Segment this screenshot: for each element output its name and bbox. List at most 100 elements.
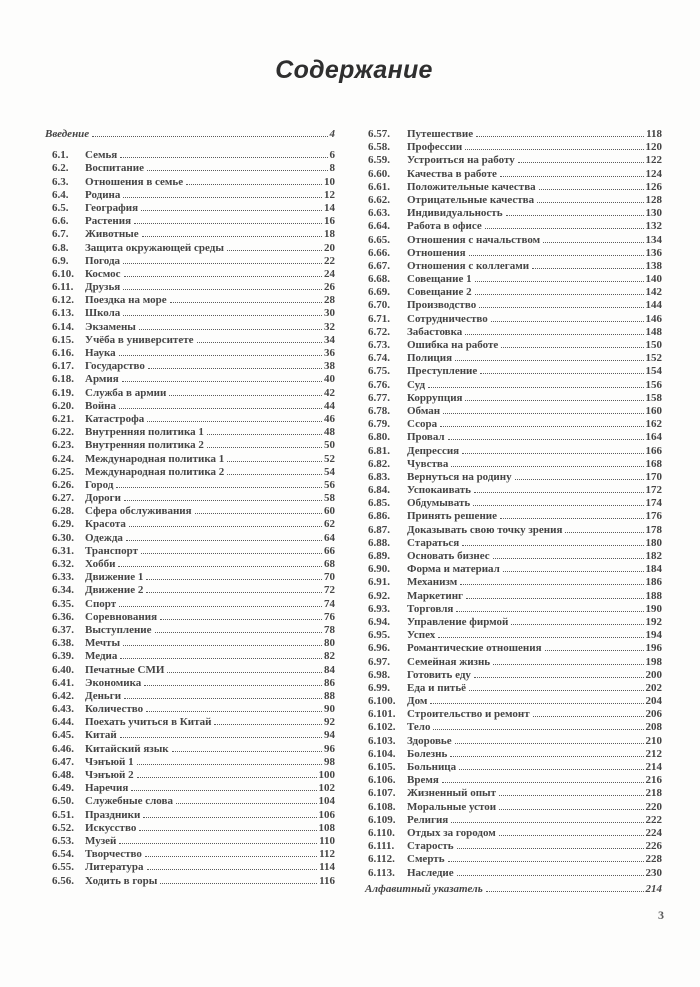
toc-entry-title: Профессии <box>407 141 463 154</box>
toc-entry-page: 190 <box>645 602 663 615</box>
toc-entry-number: 6.35. <box>52 597 74 610</box>
dot-leader <box>146 869 318 871</box>
dot-leader <box>440 426 644 428</box>
toc-entry-page: 168 <box>645 457 663 470</box>
toc-entry-page: 114 <box>319 861 335 874</box>
toc-entry-number: 6.47. <box>52 755 74 768</box>
toc-entry-page: 188 <box>645 589 663 602</box>
toc-entry: 6.73. Ошибка на работе 150 <box>365 339 662 352</box>
toc-entry: 6.81. Депрессия 166 <box>365 445 662 458</box>
toc-entry-number: 6.61. <box>368 180 390 193</box>
dot-leader <box>136 777 317 778</box>
toc-entry: 6.38. Мечты 80 <box>45 637 335 650</box>
toc-entry-title: Экзамены <box>85 320 136 333</box>
toc-entry-title: Болезнь <box>407 747 448 760</box>
toc-entry: 6.13. Школа 30 <box>45 307 335 320</box>
toc-entry-page: 210 <box>645 734 663 747</box>
dot-leader <box>454 742 644 744</box>
toc-entry-title: Торговля <box>407 602 454 615</box>
toc-entry: 6.59. Устроиться на работу 122 <box>365 154 662 167</box>
dot-leader <box>502 571 644 573</box>
toc-entry-title: Международная политика 2 <box>85 465 225 478</box>
toc-entry-title: Соревнования <box>85 610 158 623</box>
dot-leader <box>123 645 322 647</box>
toc-entry: 6.5. География 14 <box>45 202 335 215</box>
toc-entry: 6.82. Чувства 168 <box>365 458 662 471</box>
toc-entry-number: 6.16. <box>52 347 74 359</box>
toc-entry: 6.111. Старость 226 <box>365 840 662 853</box>
dot-leader <box>441 782 644 784</box>
toc-entry-page: 30 <box>324 307 335 320</box>
toc-entry-title: Наречия <box>85 782 129 795</box>
toc-entry-title: Дороги <box>85 492 122 505</box>
toc-entry: 6.68. Совещание 1 140 <box>365 273 662 286</box>
toc-entry: 6.22. Внутренняя политика 1 48 <box>45 426 335 439</box>
toc-entry-title: Деньги <box>85 689 122 702</box>
toc-entry-title: Смерть <box>407 853 445 866</box>
dot-leader <box>141 209 322 211</box>
dot-leader <box>227 473 322 475</box>
toc-entry-page: 142 <box>645 286 663 299</box>
toc-entry-number: 6.102. <box>368 721 396 734</box>
toc-entry: 6.64. Работа в офисе 132 <box>365 220 662 233</box>
dot-leader <box>505 215 644 217</box>
toc-entry-title: Еда и питьё <box>407 681 467 694</box>
toc-entry-number: 6.18. <box>52 373 74 386</box>
toc-entry-page: 126 <box>645 180 663 193</box>
dot-leader <box>469 689 644 691</box>
toc-entry-title: Забастовка <box>407 325 463 338</box>
toc-entry-number: 6.19. <box>52 386 74 399</box>
toc-entry-number: 6.5. <box>52 201 69 214</box>
dot-leader <box>473 676 644 678</box>
toc-entry: 6.47. Чэнъюй 1 98 <box>45 756 335 769</box>
toc-entry-number: 6.112. <box>368 853 395 866</box>
dot-leader <box>125 539 322 541</box>
toc-entry-page: 144 <box>645 299 663 312</box>
toc-entry-page: 26 <box>324 281 335 294</box>
toc-entry-title: Поездка на море <box>85 294 167 307</box>
toc-entry-number: 6.51. <box>52 808 74 821</box>
toc-entry-title: Форма и материал <box>407 563 500 576</box>
toc-entry-title: Война <box>85 399 117 412</box>
toc-entry-page: 68 <box>324 558 335 570</box>
toc-intro-label: Введение <box>45 128 90 140</box>
toc-entry-number: 6.89. <box>368 550 390 562</box>
toc-entry-page: 158 <box>645 391 663 404</box>
toc-entry-number: 6.56. <box>52 874 74 887</box>
toc-entry-number: 6.43. <box>52 703 74 716</box>
toc-entry: 6.29. Красота 62 <box>45 518 335 531</box>
toc-entry-title: Отношения с начальством <box>407 233 541 246</box>
toc-entry-page: 34 <box>324 333 335 346</box>
dot-leader <box>139 829 317 831</box>
toc-entry-title: Отдых за городом <box>407 826 496 839</box>
dot-leader <box>227 460 322 462</box>
toc-entry-number: 6.20. <box>52 399 74 412</box>
toc-entry-number: 6.71. <box>368 312 390 325</box>
toc-entry-title: Ходить в горы <box>85 874 158 887</box>
toc-entry: 6.97. Семейная жизнь 198 <box>365 656 662 669</box>
dot-leader <box>493 663 644 665</box>
toc-entry: 6.21. Катастрофа 46 <box>45 413 335 426</box>
toc-entry-page: 110 <box>319 834 335 847</box>
dot-leader <box>123 289 322 291</box>
toc-entry: 6.92. Маркетинг 188 <box>365 590 662 603</box>
toc-entry-page: 56 <box>324 478 335 491</box>
dot-leader <box>450 755 644 757</box>
toc-entry-page: 52 <box>324 452 335 465</box>
toc-entry-number: 6.8. <box>52 241 69 254</box>
toc-entry-page: 140 <box>645 273 663 286</box>
toc-entry-page: 182 <box>645 550 663 562</box>
toc-entry-title: Производство <box>407 299 477 312</box>
toc-entry-page: 72 <box>324 584 335 597</box>
toc-entry-number: 6.108. <box>368 800 396 813</box>
dot-leader <box>514 478 644 480</box>
toc-entry-number: 6.97. <box>368 655 390 668</box>
toc-left-column: Введение 4 6.1. Семья 6 6.2. Воспитание … <box>45 128 335 888</box>
toc-entry-number: 6.52. <box>52 821 74 834</box>
dot-leader <box>123 275 322 277</box>
toc-entry-number: 6.1. <box>52 149 69 162</box>
dot-leader <box>167 671 322 673</box>
toc-entry-number: 6.85. <box>368 497 390 510</box>
toc-entry-page: 196 <box>645 642 663 655</box>
dot-leader <box>123 262 322 264</box>
